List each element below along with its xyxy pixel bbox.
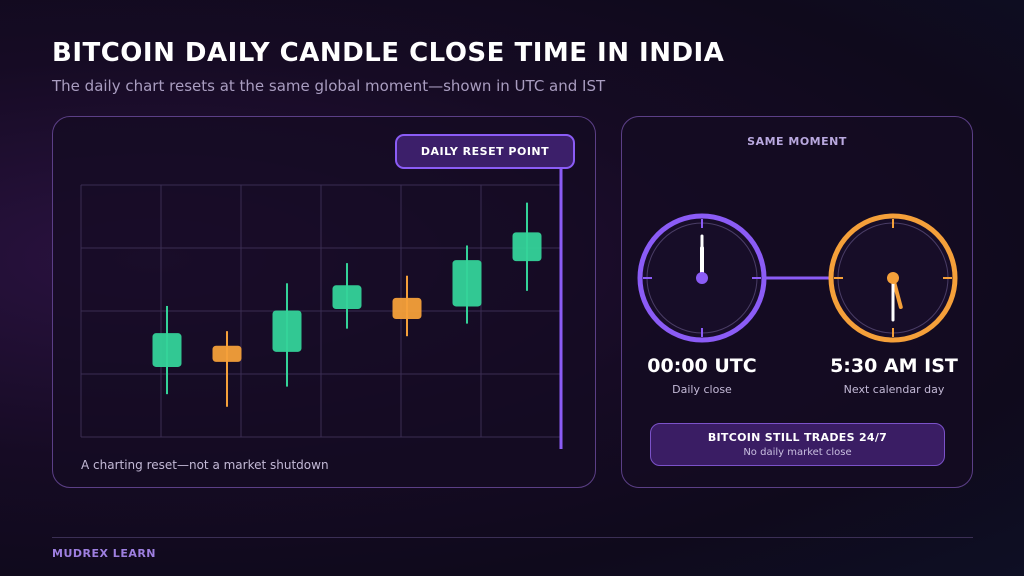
utc-time: 00:00 UTC [647, 355, 757, 377]
ist-time-label: Next calendar day [843, 383, 945, 396]
utc-time-label: Daily close [672, 383, 732, 396]
candle-body [392, 297, 422, 320]
chart-grid [80, 184, 562, 438]
footer-brand: MUDREX LEARN [52, 547, 157, 560]
candle-chart [80, 169, 563, 449]
ist-clock-icon [828, 213, 958, 343]
candle-body [452, 260, 482, 307]
clock-outer-ring [637, 213, 767, 343]
note-title: BITCOIN STILL TRADES 24/7 [707, 431, 888, 444]
note-subtitle: No daily market close [743, 447, 852, 458]
clock-center-dot [887, 272, 899, 284]
candle-series [152, 202, 542, 407]
ist-time: 5:30 AM IST [830, 355, 958, 377]
page-title: BITCOIN DAILY CANDLE CLOSE TIME IN INDIA [52, 38, 725, 68]
page-subtitle: The daily chart resets at the same globa… [52, 77, 606, 95]
candle-body [512, 232, 542, 262]
clock-outer-ring [828, 213, 958, 343]
candle-body [272, 310, 302, 352]
chart-caption: A charting reset—not a market shutdown [81, 458, 329, 472]
footer-divider [52, 537, 973, 538]
clock-panel: SAME MOMENT 00:00 UTC Daily close 5:30 A… [621, 116, 973, 488]
clock-center-dot [696, 272, 708, 284]
utc-clock-icon [637, 213, 767, 343]
candle-body [212, 345, 242, 362]
daily-reset-badge: DAILY RESET POINT [395, 134, 575, 169]
candle-body [332, 285, 362, 309]
trades-247-note: BITCOIN STILL TRADES 24/7 No daily marke… [650, 423, 945, 466]
same-moment-heading: SAME MOMENT [747, 135, 847, 148]
clock-illustration [637, 213, 958, 343]
candle-body [152, 333, 182, 367]
candle-chart-panel: DAILY RESET POINT A charting reset—not a… [52, 116, 596, 488]
